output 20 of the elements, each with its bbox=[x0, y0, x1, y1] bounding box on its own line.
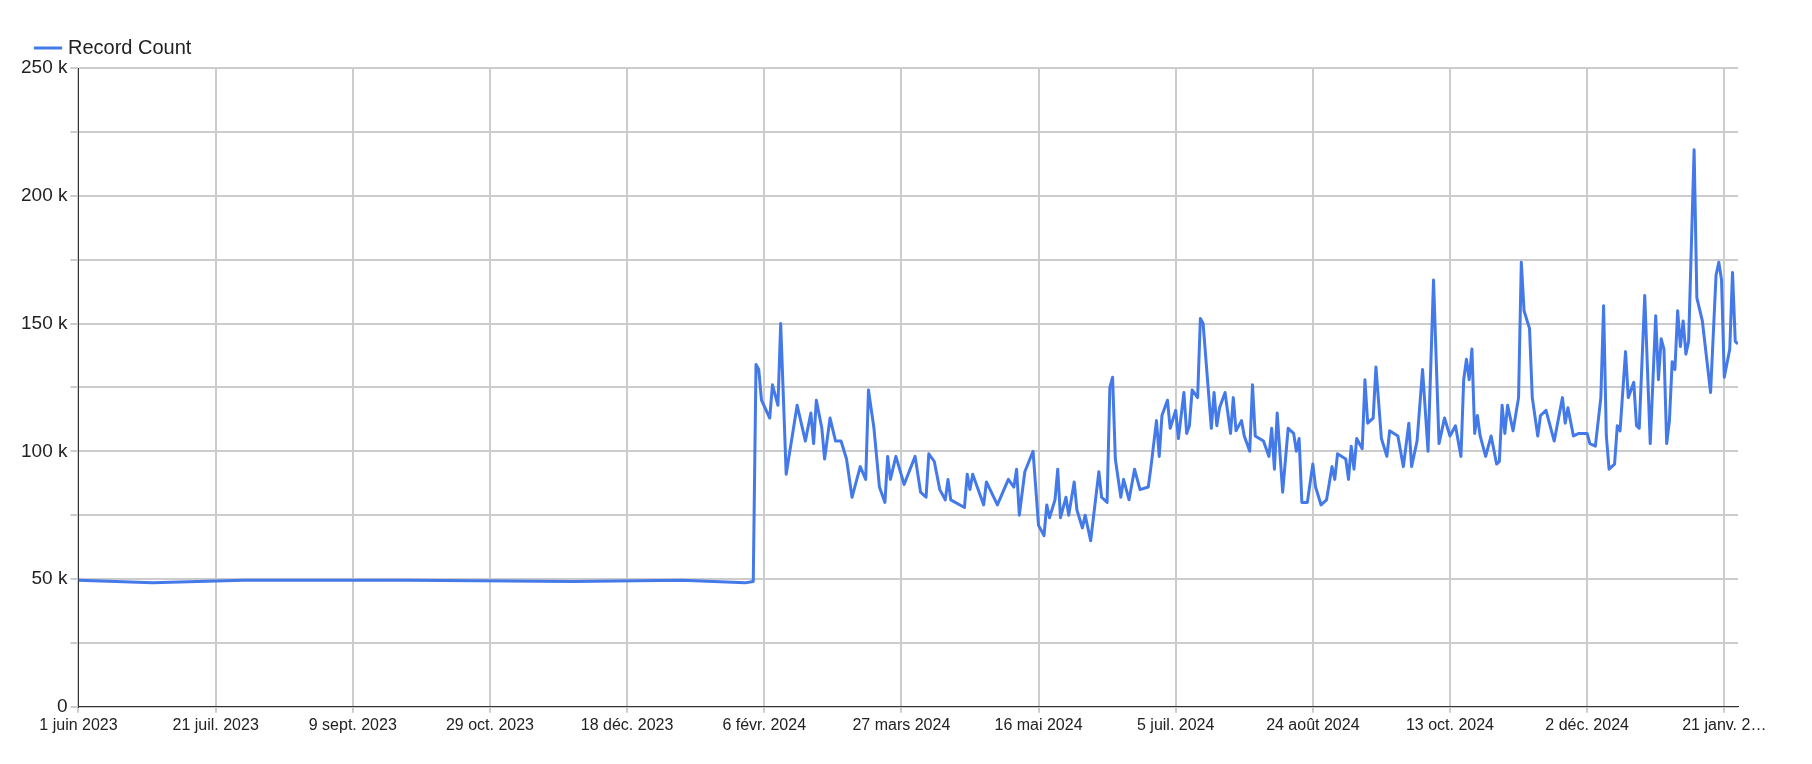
y-tick-label: 150 k bbox=[21, 311, 68, 333]
x-tick-label: 9 sept. 2023 bbox=[308, 715, 397, 733]
x-tick-label: 21 janv. 2… bbox=[1682, 715, 1767, 733]
x-tick-label: 2 déc. 2024 bbox=[1545, 715, 1630, 733]
legend-label: Record Count bbox=[68, 35, 192, 58]
x-tick-label: 16 mai 2024 bbox=[994, 715, 1083, 733]
x-tick-label: 18 déc. 2023 bbox=[580, 715, 674, 733]
y-tick-label: 0 bbox=[56, 695, 68, 717]
y-tick-label: 200 k bbox=[21, 183, 68, 205]
x-tick-label: 5 juil. 2024 bbox=[1136, 715, 1215, 733]
x-tick-label: 21 juil. 2023 bbox=[172, 715, 259, 733]
y-tick-label: 250 k bbox=[21, 56, 68, 78]
x-tick-label: 27 mars 2024 bbox=[852, 715, 951, 733]
x-tick-label: 29 oct. 2023 bbox=[445, 715, 535, 733]
y-tick-label: 50 k bbox=[31, 567, 68, 589]
x-tick-label: 13 oct. 2024 bbox=[1405, 715, 1495, 733]
x-tick-label: 6 févr. 2024 bbox=[722, 715, 807, 733]
y-tick-label: 100 k bbox=[21, 439, 68, 461]
x-tick-label: 1 juin 2023 bbox=[39, 715, 118, 733]
x-tick-label: 24 août 2024 bbox=[1266, 715, 1360, 733]
